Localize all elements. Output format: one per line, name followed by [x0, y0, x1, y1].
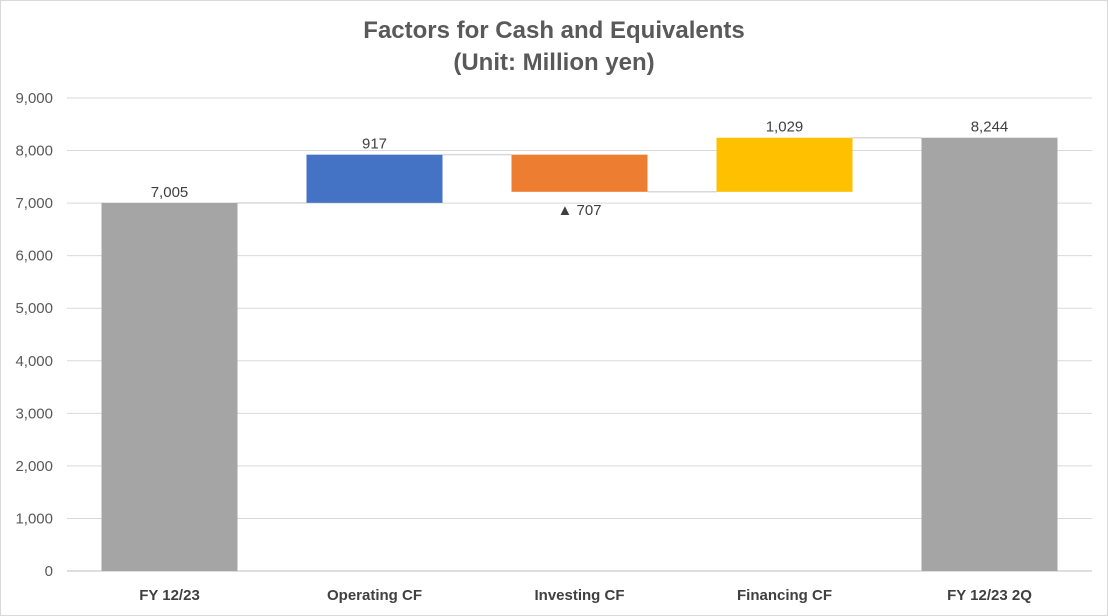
- y-tick-label: 6,000: [15, 248, 53, 265]
- y-tick-label: 2,000: [15, 458, 53, 475]
- y-tick-label: 7,000: [15, 195, 53, 212]
- y-tick-label: 8,000: [15, 143, 53, 160]
- x-tick-label: FY 12/23 2Q: [947, 587, 1032, 604]
- y-tick-label: 1,000: [15, 510, 53, 527]
- x-tick-label: FY 12/23: [139, 587, 200, 604]
- bar-fy-12-23-2q: [921, 137, 1058, 571]
- bar-financing-cf: [716, 137, 853, 192]
- chart-title: Factors for Cash and Equivalents: [363, 17, 745, 44]
- connector-lines: [237, 136, 922, 204]
- bar-fy-12-23: [101, 202, 238, 571]
- data-labels: 7,005 917 ▲ 707 1,029 8,244: [151, 119, 1009, 219]
- data-label: 1,029: [766, 119, 804, 136]
- chart-subtitle: (Unit: Million yen): [453, 49, 655, 76]
- x-tick-label: Investing CF: [534, 587, 624, 604]
- chart-title-block: Factors for Cash and Equivalents (Unit: …: [1, 15, 1107, 79]
- data-label: 917: [362, 136, 387, 153]
- y-tick-label: 0: [45, 563, 53, 580]
- bar-investing-cf: [511, 154, 648, 192]
- data-label: 7,005: [151, 184, 189, 201]
- data-label: 8,244: [971, 119, 1009, 136]
- y-tick-label: 5,000: [15, 300, 53, 317]
- bar-operating-cf: [306, 154, 443, 203]
- data-label: ▲ 707: [557, 202, 601, 219]
- x-tick-label: Financing CF: [737, 587, 832, 604]
- x-tick-label: Operating CF: [327, 587, 422, 604]
- y-tick-label: 3,000: [15, 405, 53, 422]
- y-tick-label: 4,000: [15, 353, 53, 370]
- y-tick-label: 9,000: [15, 90, 53, 107]
- x-axis: FY 12/23 Operating CF Investing CF Financin…: [139, 587, 1032, 604]
- bars: [101, 137, 1058, 571]
- y-axis: 0 1,000 2,000 3,000 4,000 5,000 6,000 7,000 8,00…: [15, 90, 53, 580]
